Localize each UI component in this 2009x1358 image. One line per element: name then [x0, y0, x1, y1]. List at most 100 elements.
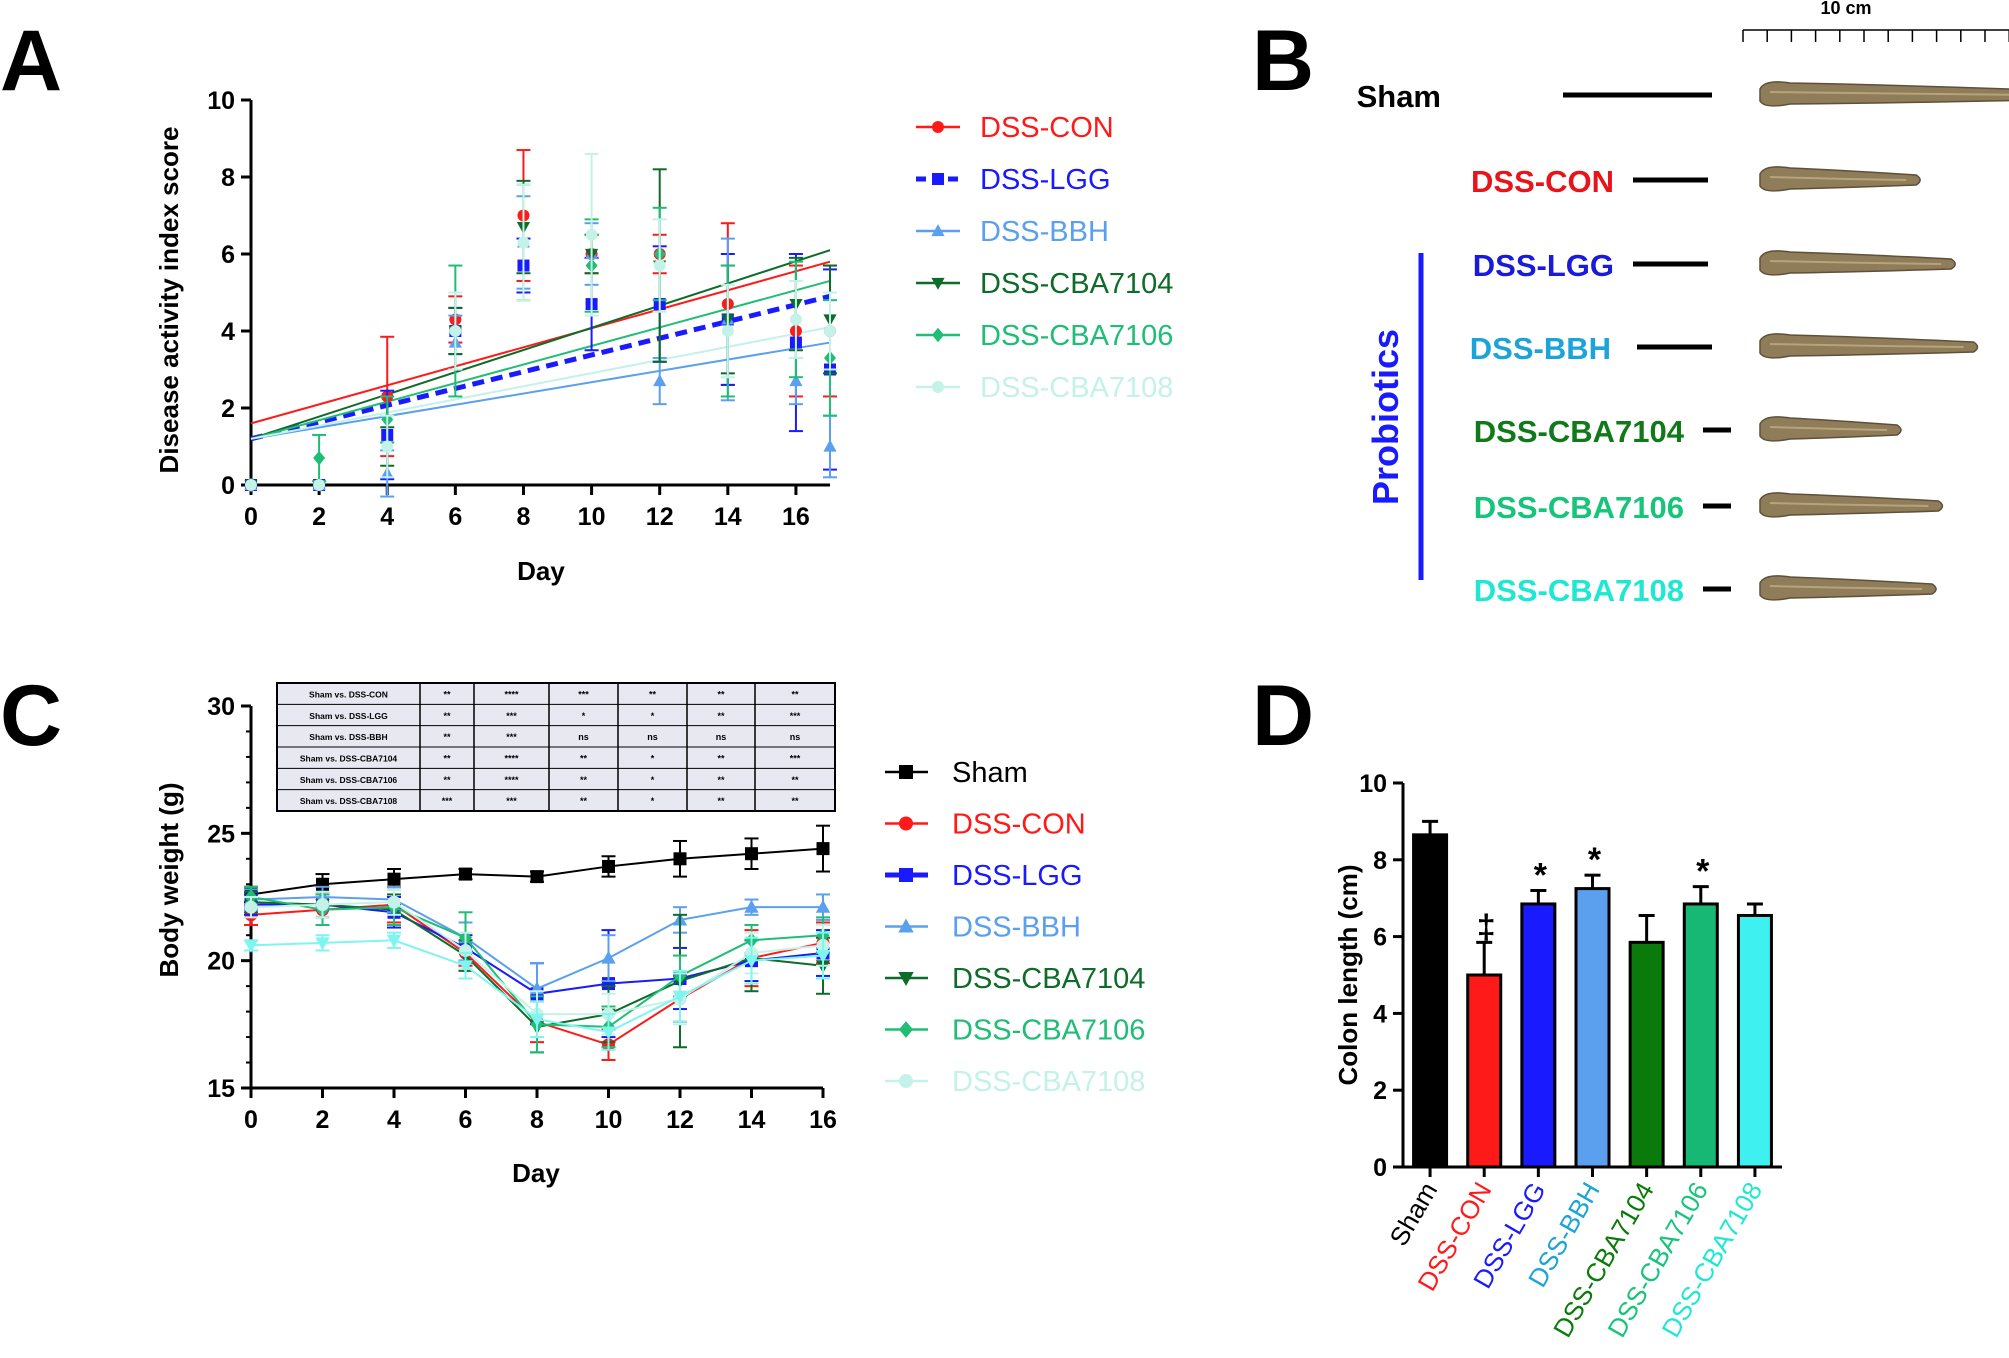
data-point: [387, 895, 401, 909]
data-point: [789, 313, 802, 326]
data-point: [459, 867, 472, 881]
data-point: [789, 374, 803, 387]
table-row-header: Sham vs. DSS-BBH: [309, 732, 387, 742]
legend-label-dss-bbh: DSS-BBH: [952, 912, 1081, 944]
table-cell: **: [649, 690, 657, 700]
table-cell: **: [443, 690, 451, 700]
panel-c-body-weight-chart: Body weight (g) Day 15 20 25 30 0 2 4 6 8 10 12 14 1…: [154, 682, 1145, 1188]
table-cell: **: [717, 796, 725, 806]
fit-line-dss-lgg: [250, 293, 831, 442]
data-point: [823, 439, 837, 452]
panel-c-xtick-label: 12: [666, 1106, 694, 1134]
table-cell: **: [443, 711, 451, 721]
table-cell: **: [717, 775, 725, 785]
table-cell: **: [580, 796, 588, 806]
data-point: [315, 937, 330, 951]
data-point: [387, 872, 401, 886]
colon-photo: [1759, 250, 1956, 276]
table-cell: ***: [506, 711, 517, 721]
panel-a-xtick-label: 12: [646, 503, 674, 531]
panel-a-xlabel: Day: [517, 556, 565, 586]
table-row-header: Sham vs. DSS-CBA7106: [300, 775, 398, 785]
data-point: [602, 859, 615, 873]
data-point: [744, 955, 759, 969]
series-dss-con: [245, 149, 837, 491]
scale-bar: [1742, 29, 2009, 42]
table-cell: ***: [506, 796, 517, 806]
table-cell: *: [651, 796, 655, 806]
series-dss-cba7104: [244, 168, 837, 492]
legend-marker: [899, 1021, 913, 1038]
legend-label-dss-con: DSS-CON: [952, 809, 1086, 841]
panel-d-ytick-label: 10: [1359, 770, 1387, 798]
significance-marker: *: [1588, 841, 1602, 879]
legend-marker: [899, 765, 913, 779]
colon-row-dss-con: DSS-CON: [1471, 164, 1921, 199]
table-cell: **: [717, 690, 725, 700]
panel-a-dai-chart: Disease activity index score Day 0 2 4 6 8 10…: [154, 87, 1173, 586]
data-point: [530, 870, 544, 884]
data-point: [653, 259, 666, 272]
colon-photo: [1759, 416, 1902, 442]
legend-marker: [898, 972, 914, 987]
table-cell: ***: [578, 690, 589, 700]
table-cell: ****: [504, 775, 519, 785]
fit-line-dss-cba7106: [250, 279, 831, 440]
colon-row-label: DSS-CBA7106: [1474, 490, 1684, 525]
colon-row-label: DSS-CBA7104: [1474, 414, 1685, 449]
table-cell: ***: [506, 732, 517, 742]
series-unlabeled: [243, 931, 831, 1051]
bar-dss-cba7106: *: [1682, 853, 1719, 1169]
panel-a-xtick-label: 14: [714, 503, 742, 531]
legend-label-dss-cba7106: DSS-CBA7106: [980, 320, 1173, 352]
table-cell: *: [651, 711, 655, 721]
table-cell: **: [580, 775, 588, 785]
legend-label-dss-cba7108: DSS-CBA7108: [952, 1066, 1145, 1098]
colon-highlight: [1769, 343, 1964, 348]
data-point: [745, 847, 758, 861]
legend-label-dss-cba7104: DSS-CBA7104: [952, 963, 1145, 995]
table-cell: **: [791, 796, 799, 806]
table-cell: *: [651, 775, 655, 785]
table-cell: **: [717, 754, 725, 764]
bar-dss-cba7104: [1628, 913, 1665, 1169]
panel-c-xtick-label: 4: [387, 1106, 401, 1134]
data-point: [517, 236, 530, 249]
legend-label-dss-cba7106: DSS-CBA7106: [952, 1015, 1145, 1047]
panel-letter-d: D: [1252, 668, 1314, 764]
significance-marker: *: [1696, 853, 1710, 891]
colon-row-dss-bbh: DSS-BBH: [1470, 331, 1979, 366]
legend-marker: [932, 173, 944, 185]
table-cell: ***: [790, 754, 801, 764]
fit-line-dss-bbh: [250, 341, 831, 440]
legend-marker: [932, 327, 944, 343]
legend-label-dss-lgg: DSS-LGG: [980, 164, 1111, 196]
colon-highlight: [1769, 91, 2009, 96]
data-point: [313, 450, 326, 466]
data-point: [313, 479, 326, 491]
probiotics-label: Probiotics: [1365, 329, 1406, 505]
colon-row-dss-lgg: DSS-LGG: [1473, 248, 1956, 283]
legend-label-dss-lgg: DSS-LGG: [952, 860, 1083, 892]
panel-c-xtick-label: 6: [459, 1106, 473, 1134]
panel-a-xtick-label: 8: [517, 503, 531, 531]
panel-c-ytick-label: 30: [207, 693, 235, 721]
bar: [1520, 902, 1557, 1169]
data-point: [243, 939, 259, 953]
table-cell: ****: [504, 690, 519, 700]
data-point: [601, 950, 616, 964]
panel-a-ytick-label: 4: [221, 318, 235, 346]
fit-line-dss-cba7108: [250, 326, 831, 440]
panel-a-xtick-label: 16: [782, 503, 810, 531]
legend-marker: [899, 1074, 913, 1088]
legend-label-dss-cba7108: DSS-CBA7108: [980, 372, 1173, 404]
colon-photo: [1759, 575, 1937, 601]
colon-row-dss-cba7108: DSS-CBA7108: [1474, 573, 1937, 608]
data-point: [458, 960, 473, 974]
panel-a-xtick-label: 10: [578, 503, 606, 531]
panel-c-ytick-label: 15: [207, 1075, 235, 1103]
data-point: [245, 479, 257, 491]
data-point: [744, 899, 759, 913]
bar-sham: [1412, 819, 1449, 1169]
